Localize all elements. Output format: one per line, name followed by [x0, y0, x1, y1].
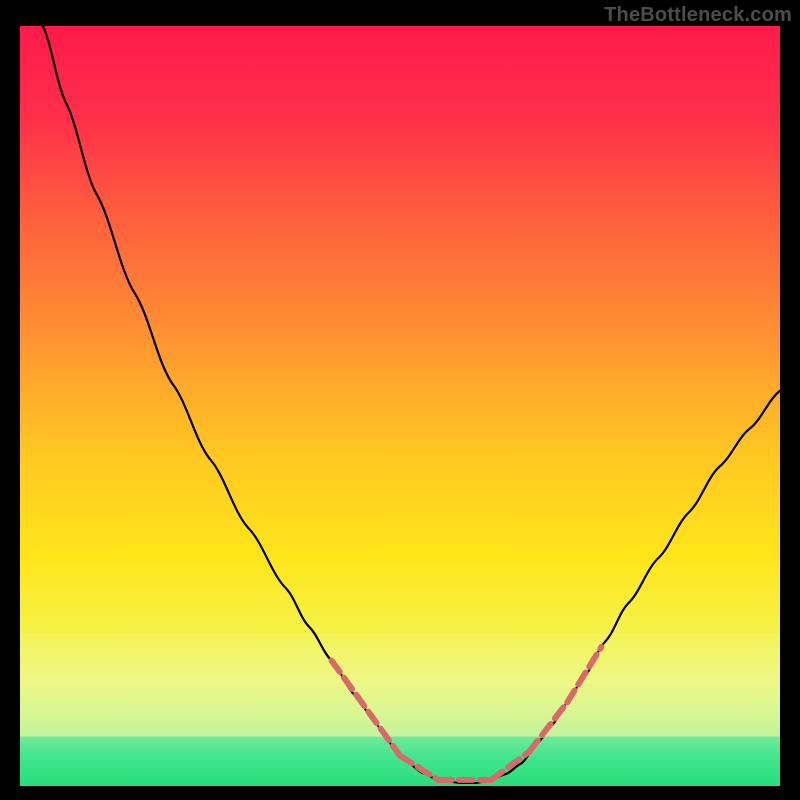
chart-frame: TheBottleneck.com [0, 0, 800, 800]
bottleneck-chart [20, 26, 780, 786]
watermark-text: TheBottleneck.com [604, 4, 792, 27]
